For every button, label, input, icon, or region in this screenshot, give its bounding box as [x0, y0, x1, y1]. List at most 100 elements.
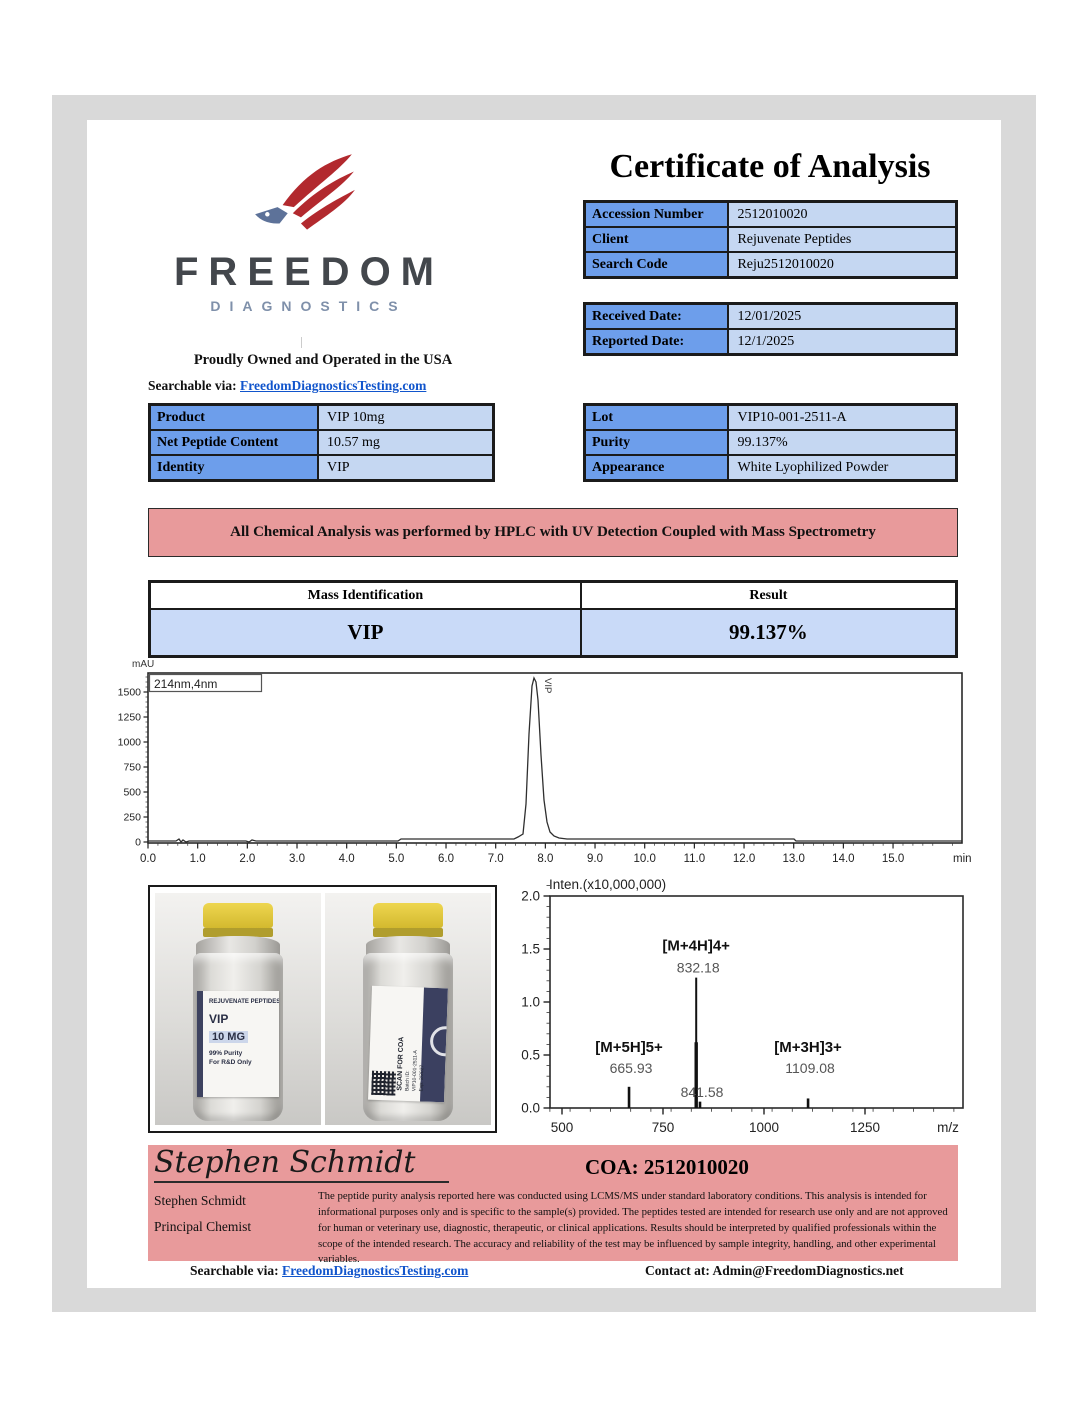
label-line: REJUVENATE PEPTIDES	[209, 999, 279, 1005]
svg-text:4.0: 4.0	[339, 853, 355, 865]
row-value: Reju2512010020	[728, 252, 956, 277]
svg-text:14.0: 14.0	[832, 853, 854, 865]
vial-shoulder	[366, 936, 450, 956]
svg-text:10.0: 10.0	[634, 853, 656, 865]
row-value: White Lyophilized Powder	[728, 455, 956, 480]
table-row: Identity VIP	[150, 455, 493, 480]
product-table: Product VIP 10mg Net Peptide Content 10.…	[148, 403, 495, 482]
signature-section: Stephen Schmidt COA: 2512010020 Stephen …	[148, 1145, 958, 1265]
svg-text:750: 750	[652, 1120, 675, 1135]
label-line: 10 MG	[209, 1031, 249, 1043]
row-label: Appearance	[585, 455, 729, 480]
footer-searchable-link[interactable]: FreedomDiagnosticsTesting.com	[282, 1263, 469, 1278]
row-value: VIP	[318, 455, 493, 480]
result-value-row: VIP 99.137%	[150, 609, 956, 656]
row-label: Received Date:	[585, 304, 729, 329]
svg-text:9.0: 9.0	[587, 853, 603, 865]
hplc-chromatogram: mAU VIP 214nm,4nm 0.0 1.0 2.0 3.0 4.0 5.0 6.0 7.0 8…	[108, 655, 978, 873]
svg-text:6.0: 6.0	[438, 853, 454, 865]
brand-subname: DIAGNOSTICS	[210, 298, 407, 314]
footer-contact: Contact at: Admin@FreedomDiagnostics.net	[645, 1263, 904, 1278]
svg-text:[M+4H]4+: [M+4H]4+	[662, 938, 730, 955]
svg-text:12.0: 12.0	[733, 853, 755, 865]
signature-script: Stephen Schmidt	[154, 1145, 450, 1183]
row-label: Accession Number	[585, 202, 729, 227]
label-line: 99% Purity	[209, 1050, 243, 1057]
footer-searchable: Searchable via: FreedomDiagnosticsTestin…	[190, 1263, 468, 1279]
svg-text:1.0: 1.0	[190, 853, 206, 865]
svg-text:5.0: 5.0	[388, 853, 404, 865]
vial-photo: REJUVENATE PEPTIDES VIP 10 MG 99% Purity…	[148, 885, 497, 1133]
vial-back: SCAN FOR COA Batch ID: VIP10-001-2511-A …	[358, 903, 458, 1121]
eagle-flag-icon	[255, 154, 355, 230]
row-label: Client	[585, 227, 729, 252]
svg-text:0: 0	[135, 837, 141, 849]
searchable-link[interactable]: FreedomDiagnosticsTesting.com	[240, 378, 427, 393]
searchable-line: Searchable via: FreedomDiagnosticsTestin…	[148, 378, 426, 394]
svg-text:7.0: 7.0	[488, 853, 504, 865]
mass-spectrum: Inten.(x10,000,000) 0.0 0.5 1.0 1.5 2.0 500 750…	[505, 875, 980, 1145]
svg-text:Inten.(x10,000,000): Inten.(x10,000,000)	[549, 877, 666, 892]
svg-text:1000: 1000	[749, 1120, 779, 1135]
row-label: Identity	[150, 455, 319, 480]
searchable-label: Searchable via:	[148, 378, 240, 393]
row-value: 10.57 mg	[318, 430, 493, 455]
row-value: VIP 10mg	[318, 405, 493, 430]
svg-text:min: min	[953, 853, 972, 865]
svg-text:1.0: 1.0	[521, 995, 540, 1010]
label-rotated-text: SCAN FOR COA Batch ID: VIP10-001-2511-A …	[396, 991, 425, 1092]
column-header: Mass Identification	[150, 582, 581, 609]
table-row: Appearance White Lyophilized Powder	[585, 455, 956, 480]
table-row: Net Peptide Content 10.57 mg	[150, 430, 493, 455]
table-row: Lot VIP10-001-2511-A	[585, 405, 956, 430]
table-row: Purity 99.137%	[585, 430, 956, 455]
svg-text:1000: 1000	[118, 737, 142, 749]
lot-table: Lot VIP10-001-2511-A Purity 99.137% Appe…	[583, 403, 958, 482]
qr-code-icon	[371, 1070, 397, 1096]
row-label: Net Peptide Content	[150, 430, 319, 455]
table-row: Product VIP 10mg	[150, 405, 493, 430]
chemist-name: Stephen Schmidt	[154, 1193, 246, 1208]
svg-text:m/z: m/z	[937, 1120, 959, 1135]
label-line: For R&D Only	[209, 1059, 252, 1066]
svg-text:841.58: 841.58	[681, 1084, 724, 1100]
vial-cap-rim	[373, 928, 443, 937]
table-row: Reported Date: 12/1/2025	[585, 329, 956, 354]
svg-text:8.0: 8.0	[537, 853, 553, 865]
svg-text:[M+5H]5+: [M+5H]5+	[595, 1039, 663, 1056]
table-row: Accession Number 2512010020	[585, 202, 956, 227]
dates-table: Received Date: 12/01/2025 Reported Date:…	[583, 302, 958, 356]
table-row: Search Code Reju2512010020	[585, 252, 956, 277]
svg-text:500: 500	[551, 1120, 574, 1135]
result-identity: VIP	[150, 609, 581, 656]
vial-cap-rim	[203, 928, 273, 937]
vial-front-photo: REJUVENATE PEPTIDES VIP 10 MG 99% Purity…	[155, 893, 321, 1125]
vial-front: REJUVENATE PEPTIDES VIP 10 MG 99% Purity…	[188, 903, 288, 1121]
svg-text:15.0: 15.0	[882, 853, 904, 865]
vial-cap	[373, 903, 443, 928]
svg-text:214nm,4nm: 214nm,4nm	[154, 677, 217, 691]
svg-text:mAU: mAU	[132, 659, 154, 670]
svg-text:0.0: 0.0	[521, 1101, 540, 1116]
drop-logo-icon	[429, 1025, 448, 1057]
svg-text:1.5: 1.5	[521, 942, 540, 957]
vial-back-photo: SCAN FOR COA Batch ID: VIP10-001-2511-A …	[325, 893, 491, 1125]
vial-shoulder	[196, 936, 280, 956]
svg-text:250: 250	[123, 812, 141, 824]
column-header: Result	[580, 582, 956, 609]
row-label: Product	[150, 405, 319, 430]
svg-text:2.0: 2.0	[521, 889, 540, 904]
row-value: VIP10-001-2511-A	[728, 405, 956, 430]
ms-chart-svg: Inten.(x10,000,000) 0.0 0.5 1.0 1.5 2.0 500 750…	[521, 877, 964, 1135]
footer-searchable-label: Searchable via:	[190, 1263, 282, 1278]
svg-text:13.0: 13.0	[783, 853, 805, 865]
coa-number: COA: 2512010020	[585, 1155, 749, 1179]
table-row: Received Date: 12/01/2025	[585, 304, 956, 329]
brand-name: FREEDOM	[174, 250, 444, 294]
result-purity: 99.137%	[580, 609, 956, 656]
result-header-row: Mass Identification Result	[150, 582, 956, 609]
row-value: 2512010020	[728, 202, 956, 227]
vial-cap	[203, 903, 273, 928]
svg-text:VIP: VIP	[542, 678, 553, 693]
